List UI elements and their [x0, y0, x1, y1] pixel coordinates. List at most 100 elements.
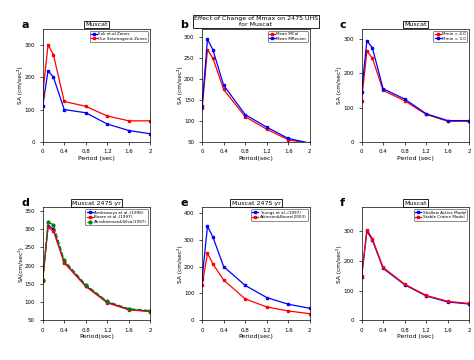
Line: Stable Craton Model: Stable Craton Model — [360, 228, 471, 305]
Mmin = 4.0 — [445, 119, 451, 123]
Legend: Youngs et al.,(1997), Atkinson&Boore(2003): Youngs et al.,(1997), Atkinson&Boore(200… — [251, 210, 308, 221]
Line: Shallow Active Model: Shallow Active Model — [360, 230, 471, 305]
Mmin = 4.0 — [369, 56, 375, 60]
Youngs et al.,(1997) — [199, 276, 205, 281]
Mmin = 3.0 — [380, 86, 386, 91]
Atkinson&Boore(2003) — [307, 311, 313, 316]
Mmin = 4.0 — [466, 119, 472, 123]
Boore et al.,(1997) — [104, 301, 110, 305]
Youngs et al.,(1997) — [205, 224, 210, 228]
Abrahamson&Silva(1997) — [40, 278, 46, 282]
Ambraseys et al.,(1996) — [45, 224, 51, 228]
Text: e: e — [181, 198, 188, 208]
Mean MCal — [221, 87, 227, 92]
Youngs et al.,(1997) — [221, 264, 227, 269]
Mmin = 4.0 — [359, 99, 365, 103]
Youngs et al.,(1997) — [210, 235, 216, 239]
Atkinson&Boore(2003) — [242, 297, 248, 301]
Y-axis label: SA (cm/sec²): SA (cm/sec²) — [17, 67, 23, 104]
Atkinson&Boore(2003) — [221, 278, 227, 282]
Exk et.al Zones — [40, 104, 46, 108]
Exk et.al Zones — [61, 107, 67, 112]
Y-axis label: SA (cm/sec²): SA (cm/sec²) — [177, 67, 182, 104]
Mmin = 3.0 — [466, 118, 472, 123]
Boore et al.,(1997) — [45, 225, 51, 230]
Atkinson&Boore(2003) — [264, 305, 270, 309]
Mmin = 3.0 — [369, 45, 375, 50]
Text: c: c — [340, 20, 346, 30]
Our Seismogenic Zones — [126, 119, 132, 123]
Abrahamson&Silva(1997) — [147, 309, 153, 313]
Youngs et al.,(1997) — [264, 295, 270, 300]
Exk et.al Zones — [104, 122, 110, 126]
Text: f: f — [340, 198, 345, 208]
Ambraseys et al.,(1996) — [147, 309, 153, 314]
Boore et al.,(1997) — [51, 229, 56, 233]
Boore et al.,(1997) — [61, 261, 67, 265]
Text: d: d — [21, 198, 29, 208]
Ambraseys et al.,(1996) — [104, 300, 110, 304]
Title: Muscat: Muscat — [404, 201, 427, 206]
Mmin = 4.0 — [423, 112, 429, 117]
Mean MCal — [307, 142, 313, 146]
Y-axis label: SA (cm/sec²): SA (cm/sec²) — [336, 245, 342, 283]
Line: Atkinson&Boore(2003): Atkinson&Boore(2003) — [201, 252, 311, 315]
Line: Youngs et al.,(1997): Youngs et al.,(1997) — [201, 225, 311, 310]
Mean MCal — [264, 127, 270, 131]
Mean MRecom — [221, 83, 227, 87]
Text: a: a — [21, 20, 28, 30]
Text: b: b — [181, 20, 189, 30]
Mmin = 4.0 — [402, 99, 408, 103]
Abrahamson&Silva(1997) — [126, 307, 132, 311]
Abrahamson&Silva(1997) — [61, 258, 67, 262]
Legend: Ambraseys et al.,(1996), Boore et al.,(1997), Abrahamson&Silva(1997): Ambraseys et al.,(1996), Boore et al.,(1… — [85, 210, 148, 225]
Exk et.al Zones — [126, 129, 132, 133]
Mean MRecom — [264, 125, 270, 129]
Ambraseys et al.,(1996) — [126, 307, 132, 312]
Line: Abrahamson&Silva(1997): Abrahamson&Silva(1997) — [41, 221, 152, 312]
Line: Our Seismogenic Zones: Our Seismogenic Zones — [41, 44, 152, 122]
Line: Ambraseys et al.,(1996): Ambraseys et al.,(1996) — [41, 224, 152, 313]
Stable Craton Model — [402, 282, 408, 286]
Mmin = 3.0 — [359, 90, 365, 94]
Exk et.al Zones — [83, 111, 89, 115]
Title: Effect of Change of Mmax on 2475 UHS
for Muscat: Effect of Change of Mmax on 2475 UHS for… — [194, 16, 318, 27]
X-axis label: Period(sec): Period(sec) — [238, 156, 273, 161]
Mean MRecom — [205, 37, 210, 41]
Ambraseys et al.,(1996) — [61, 260, 67, 264]
Line: Mmin = 3.0: Mmin = 3.0 — [360, 39, 471, 122]
Stable Craton Model — [364, 228, 370, 232]
Abrahamson&Silva(1997) — [45, 220, 51, 224]
Abrahamson&Silva(1997) — [83, 283, 89, 287]
Mean MRecom — [199, 104, 205, 108]
Abrahamson&Silva(1997) — [104, 299, 110, 303]
Shallow Active Model — [369, 238, 375, 242]
Youngs et al.,(1997) — [307, 306, 313, 310]
Shallow Active Model — [364, 229, 370, 233]
X-axis label: Period (sec): Period (sec) — [78, 156, 115, 161]
Shallow Active Model — [359, 275, 365, 279]
Mean MCal — [242, 114, 248, 119]
Title: Muscat: Muscat — [404, 22, 427, 27]
Exk et.al Zones — [147, 132, 153, 136]
Boore et al.,(1997) — [147, 310, 153, 314]
Title: Muscat 2475 yr: Muscat 2475 yr — [232, 201, 280, 206]
Atkinson&Boore(2003) — [285, 309, 291, 313]
Legend: Mmin = 4.0, Mmin = 3.0: Mmin = 4.0, Mmin = 3.0 — [433, 31, 467, 42]
Mean MCal — [199, 106, 205, 111]
Abrahamson&Silva(1997) — [51, 223, 56, 227]
Mmin = 3.0 — [402, 97, 408, 101]
Atkinson&Boore(2003) — [205, 251, 210, 255]
Mmin = 4.0 — [364, 49, 370, 53]
X-axis label: Period(sec): Period(sec) — [79, 334, 114, 339]
Line: Exk et.al Zones: Exk et.al Zones — [41, 69, 152, 135]
Line: Mean MRecom: Mean MRecom — [201, 38, 311, 144]
Stable Craton Model — [380, 265, 386, 270]
Youngs et al.,(1997) — [242, 283, 248, 288]
X-axis label: Period (sec): Period (sec) — [397, 334, 434, 339]
Stable Craton Model — [423, 293, 429, 298]
Boore et al.,(1997) — [40, 279, 46, 283]
Shallow Active Model — [402, 283, 408, 287]
Exk et.al Zones — [45, 69, 51, 73]
X-axis label: Period(sec): Period(sec) — [238, 334, 273, 339]
